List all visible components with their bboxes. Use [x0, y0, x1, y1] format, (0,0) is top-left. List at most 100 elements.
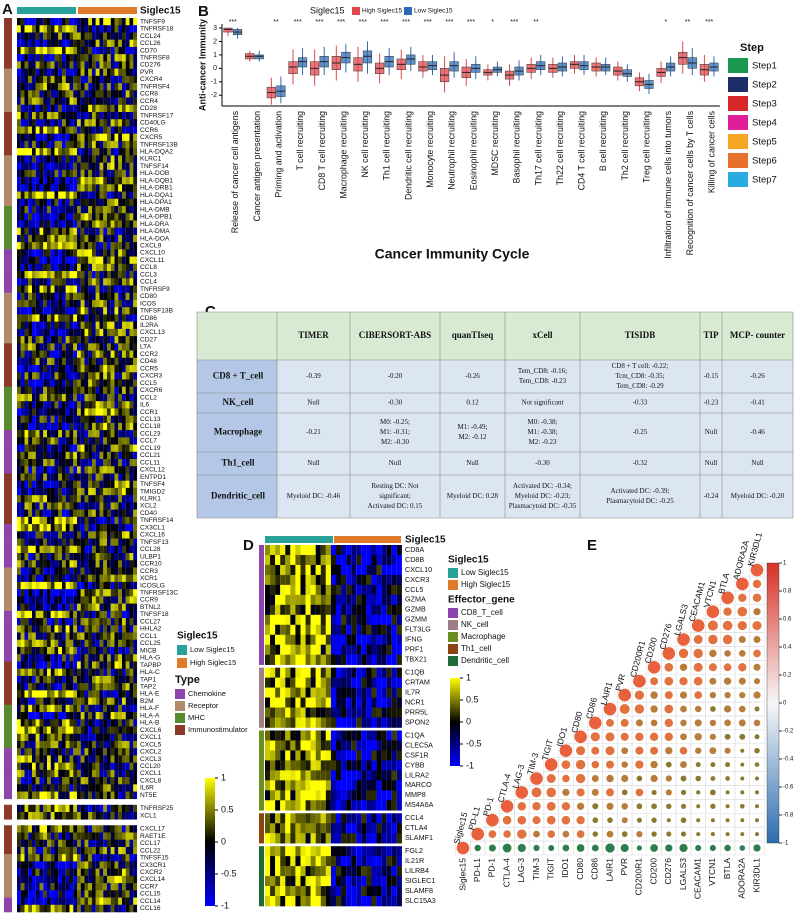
heatmap-cell: [84, 169, 89, 178]
heatmap-cell: [125, 654, 130, 662]
heatmap-cell: [43, 336, 48, 344]
heatmap-cell: [103, 473, 108, 481]
legend-label: Immunostimulator: [188, 725, 248, 734]
heatmap-cell: [381, 554, 387, 566]
heatmap-cell: [133, 875, 138, 884]
heatmap-cell: [122, 675, 126, 684]
heatmap-cell: [285, 634, 291, 646]
heatmap-cell: [62, 791, 66, 800]
heatmap-cell: [69, 285, 74, 294]
heatmap-cell: [73, 299, 78, 308]
heatmap-cell: [58, 740, 63, 749]
heatmap-cell: [300, 604, 306, 616]
heatmap-cell: [77, 140, 81, 149]
heatmap-cell: [92, 307, 96, 315]
heatmap-cell: [84, 791, 89, 800]
heatmap-cell: [118, 191, 123, 200]
heatmap-cell: [69, 155, 74, 163]
heatmap-cell: [84, 18, 89, 26]
heatmap-cell: [310, 687, 316, 698]
gene-label: PRR5L: [405, 707, 428, 716]
table-cell: Tem_CD8: -0.16;: [518, 367, 567, 375]
heatmap-cell: [47, 531, 51, 539]
heatmap-cell: [95, 430, 100, 438]
heatmap-cell: [43, 343, 48, 351]
heatmap-cell: [371, 677, 377, 688]
heatmap-cell: [84, 205, 89, 214]
heatmap-cell: [17, 861, 21, 869]
heatmap-cell: [73, 473, 78, 481]
heatmap-cell: [133, 220, 138, 228]
heatmap-cell: [88, 32, 93, 40]
heatmap-cell: [32, 336, 36, 344]
heatmap-cell: [24, 46, 29, 55]
heatmap-cell: [133, 25, 138, 33]
heatmap-cell: [62, 603, 66, 612]
heatmap-cell: [77, 854, 81, 862]
type-bar: [4, 451, 12, 460]
heatmap-cell: [54, 502, 59, 510]
heatmap-cell: [99, 343, 104, 351]
heatmap-cell: [107, 299, 111, 308]
heatmap-cell: [305, 697, 311, 708]
gene-label: HLA-DOA: [140, 235, 170, 242]
heatmap-cell: [110, 169, 115, 178]
heatmap-cell: [103, 451, 108, 460]
heatmap-cell: [17, 509, 21, 518]
heatmap-cell: [114, 596, 119, 604]
heatmap-cell: [62, 495, 66, 503]
heatmap-cell: [103, 336, 108, 344]
heatmap-cell: [99, 227, 104, 236]
heatmap-cell: [17, 393, 21, 402]
heatmap-cell: [125, 365, 130, 373]
heatmap-cell: [114, 365, 119, 373]
heatmap-cell: [47, 632, 51, 641]
gene-label: CCL25: [140, 640, 161, 647]
heatmap-cell: [20, 459, 25, 467]
heatmap-cell: [95, 740, 100, 749]
heatmap-cell: [24, 198, 29, 207]
heatmap-cell: [69, 883, 74, 891]
heatmap-cell: [62, 832, 66, 841]
heatmap-cell: [73, 177, 78, 185]
table-cell: Null: [705, 459, 718, 467]
heatmap-cell: [80, 509, 85, 518]
heatmap-cell: [65, 704, 70, 713]
heatmap-cell: [35, 733, 40, 742]
heatmap-cell: [107, 868, 111, 877]
heatmap-cell: [99, 596, 104, 604]
heatmap-cell: [114, 755, 119, 763]
heatmap-cell: [129, 343, 134, 351]
heatmap-cell: [62, 422, 66, 431]
panel-label: A: [2, 1, 13, 18]
heatmap-cell: [20, 480, 25, 489]
heatmap-cell: [62, 328, 66, 337]
heatmap-cell: [356, 687, 362, 698]
heatmap-cell: [39, 712, 44, 720]
heatmap-cell: [77, 516, 81, 525]
heatmap-cell: [39, 784, 44, 792]
heatmap-cell: [110, 75, 115, 84]
heatmap-cell: [58, 755, 63, 763]
heatmap-cell: [376, 564, 382, 576]
heatmap-cell: [103, 502, 108, 510]
heatmap-cell: [125, 61, 130, 69]
heatmap-cell: [43, 422, 48, 431]
heatmap-cell: [32, 459, 36, 467]
heatmap-cell: [35, 307, 40, 315]
heatmap-cell: [39, 328, 44, 337]
heatmap-cell: [47, 690, 51, 698]
heatmap-cell: [32, 97, 36, 106]
heatmap-cell: [84, 104, 89, 113]
heatmap-cell: [386, 624, 392, 636]
heatmap-cell: [77, 285, 81, 294]
heatmap-cell: [39, 126, 44, 134]
heatmap-cell: [62, 668, 66, 677]
heatmap-cell: [114, 83, 119, 91]
heatmap-cell: [88, 365, 93, 373]
heatmap-cell: [43, 177, 48, 185]
heatmap-cell: [77, 868, 81, 877]
x-tick-label: T cell recruiting: [295, 111, 305, 171]
heatmap-cell: [69, 890, 74, 898]
heatmap-cell: [43, 531, 48, 539]
